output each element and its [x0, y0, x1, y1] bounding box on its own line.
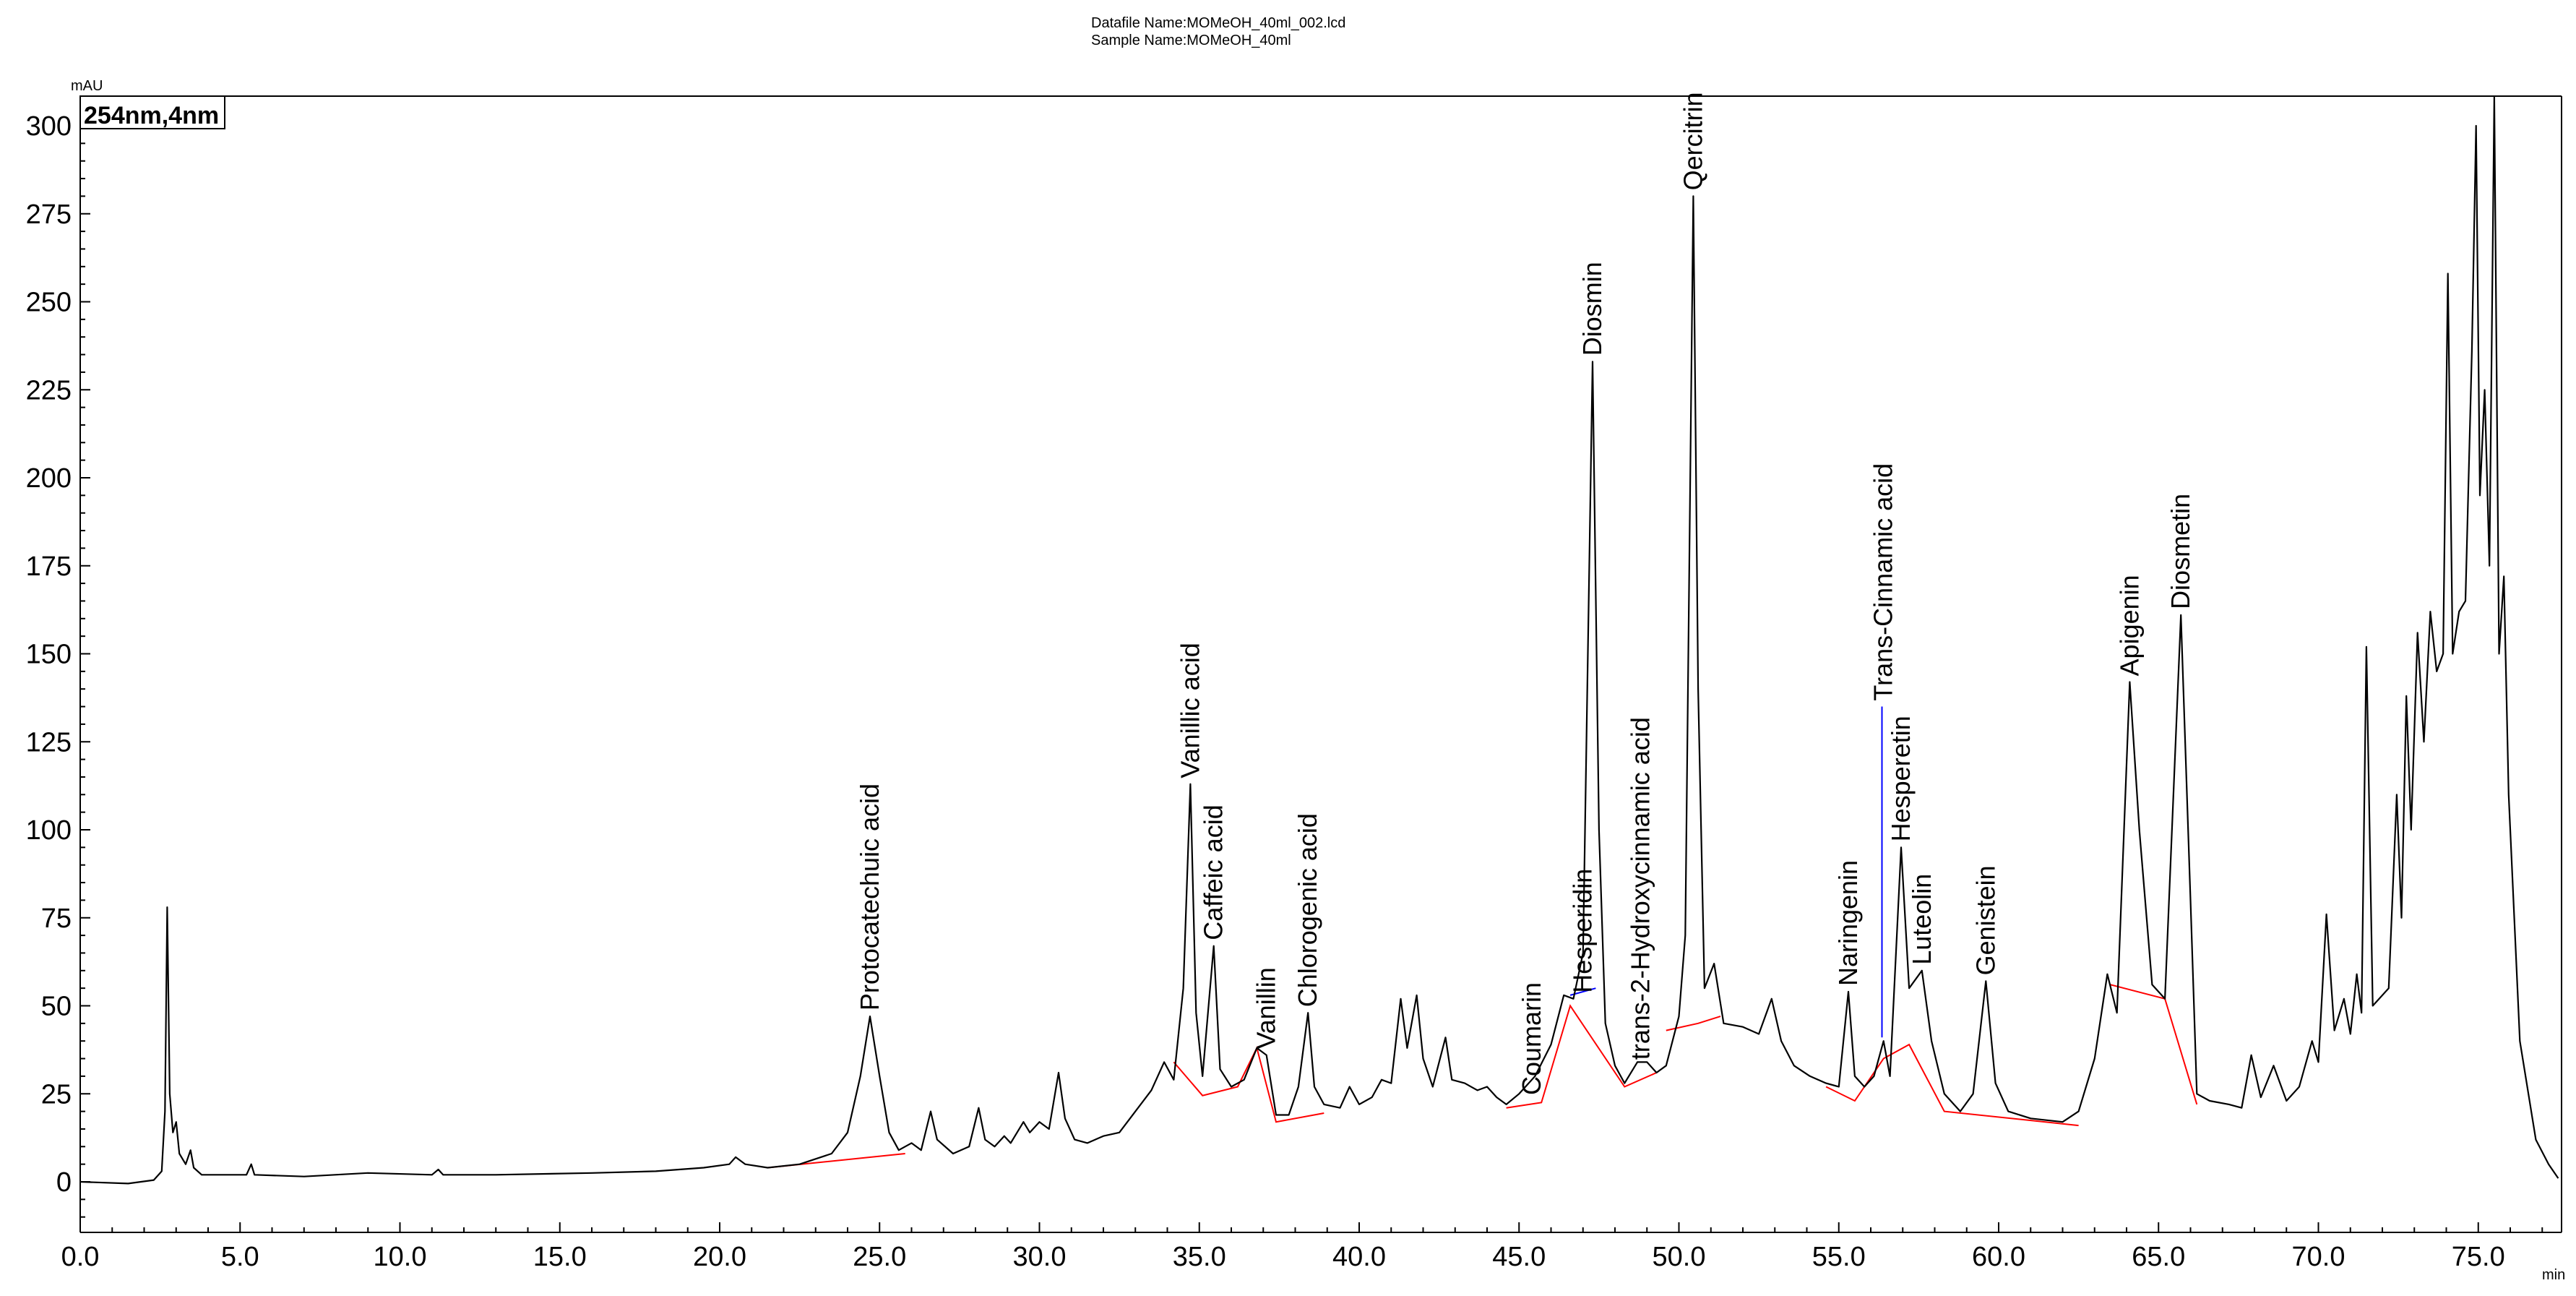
peak-label: Genistein [1970, 865, 2000, 975]
y-tick-label: 125 [26, 727, 72, 758]
x-tick-label: 10.0 [374, 1242, 427, 1272]
x-tick-label: 75.0 [2452, 1242, 2505, 1272]
x-tick-label: 15.0 [533, 1242, 587, 1272]
y-tick-label: 75 [41, 904, 72, 934]
peak-label: Chlorogenic acid [1293, 813, 1322, 1007]
peak-label: Hesperidin [1568, 869, 1598, 993]
x-tick-label: 30.0 [1013, 1242, 1067, 1272]
x-tick-label: 70.0 [2292, 1242, 2345, 1272]
x-tick-label: 35.0 [1173, 1242, 1226, 1272]
x-unit-label: min [2542, 1267, 2565, 1283]
baseline-segment [1506, 1004, 1657, 1109]
file-info: Datafile Name:MOMeOH_40ml_002.lcd Sample… [1091, 14, 1345, 49]
x-tick-label: 50.0 [1653, 1242, 1706, 1272]
y-tick-label: 0 [56, 1167, 72, 1198]
baseline-segment [2110, 984, 2198, 1105]
baseline-segment [1666, 1016, 1721, 1031]
peak-label: Protocatechuic acid [855, 784, 884, 1010]
x-tick-label: 25.0 [853, 1242, 906, 1272]
x-tick-label: 45.0 [1492, 1242, 1546, 1272]
y-tick-label: 300 [26, 111, 72, 142]
peak-labels: Protocatechuic acid Vanillic acid Caffeic … [855, 92, 2195, 1095]
x-tick-label: 55.0 [1812, 1242, 1866, 1272]
sample-name: Sample Name:MOMeOH_40ml [1091, 33, 1291, 48]
peak-label: trans-2-Hydroxycinnamic acid [1625, 717, 1655, 1060]
y-tick-label: 225 [26, 375, 72, 405]
y-tick-label: 275 [26, 199, 72, 230]
x-tick-label: 0.0 [61, 1242, 100, 1272]
x-tick-label: 20.0 [693, 1242, 746, 1272]
series-line [79, 95, 2559, 1185]
x-tick-label: 40.0 [1332, 1242, 1386, 1272]
peak-label: Luteolin [1907, 874, 1937, 965]
y-axis-ticks: 0 25 50 75 100 125 150 175 200 225 250 275 300 [26, 107, 90, 1218]
peak-label: Naringenin [1833, 860, 1863, 986]
peak-label: Coumarin [1517, 982, 1546, 1095]
channel-label: 254nm,4nm [84, 102, 219, 129]
y-unit-label: mAU [71, 78, 103, 94]
peak-label: Hesperetin [1886, 716, 1916, 841]
chromatogram-trace [79, 95, 2559, 1185]
peak-label: Qercitrin [1678, 92, 1707, 190]
x-tick-label: 65.0 [2132, 1242, 2185, 1272]
y-tick-label: 50 [41, 992, 72, 1022]
baseline-segment [1825, 1043, 2079, 1127]
peak-label: Trans-Cinnamic acid [1869, 463, 1898, 701]
x-tick-label: 60.0 [1972, 1242, 2025, 1272]
peak-label: Vanillic acid [1175, 643, 1205, 778]
peak-label: Vanillin [1252, 967, 1281, 1049]
y-tick-label: 150 [26, 640, 72, 670]
peak-label: Caffeic acid [1199, 804, 1228, 940]
datafile-name: Datafile Name:MOMeOH_40ml_002.lcd [1091, 15, 1346, 31]
peak-label: Diosmin [1577, 262, 1607, 356]
y-tick-label: 175 [26, 552, 72, 582]
channel-label-box [79, 95, 225, 129]
y-tick-label: 100 [26, 815, 72, 846]
peak-label: Diosmetin [2166, 494, 2195, 609]
y-tick-label: 200 [26, 463, 72, 494]
axes [79, 95, 2562, 1233]
x-tick-label: 5.0 [221, 1242, 259, 1272]
y-tick-label: 25 [41, 1079, 72, 1110]
x-axis-ticks: 0.0 5.0 10.0 15.0 20.0 25.0 30.0 35.0 40.0 45.0 50… [61, 1222, 2543, 1272]
y-tick-label: 250 [26, 288, 72, 318]
peak-label: Apigenin [2114, 575, 2144, 676]
baseline-segment [1173, 1046, 1324, 1123]
